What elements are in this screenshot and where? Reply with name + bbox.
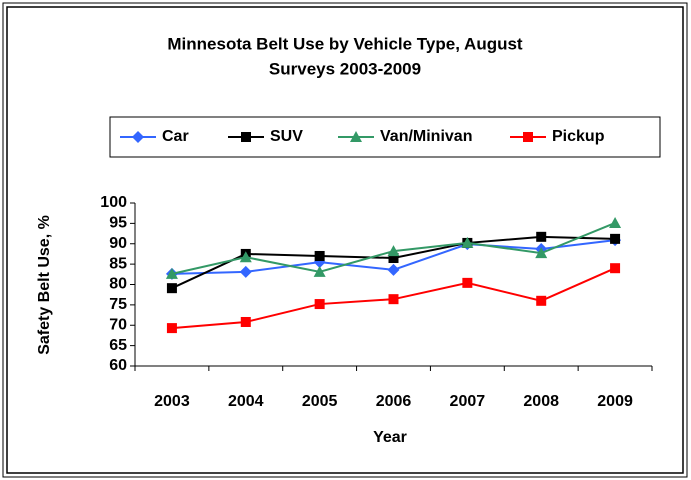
y-tick-label: 100	[100, 194, 127, 211]
data-point	[166, 283, 177, 294]
data-point	[240, 316, 251, 327]
legend-marker	[523, 132, 533, 142]
data-point	[387, 245, 400, 257]
x-axis-title: Year	[373, 429, 407, 446]
legend-label: Van/Minivan	[380, 128, 472, 145]
x-tick-label: 2006	[376, 393, 412, 410]
data-point	[461, 236, 474, 248]
legend-marker	[241, 132, 251, 142]
x-tick-label: 2004	[228, 393, 264, 410]
legend-label: Pickup	[552, 128, 605, 145]
data-point	[610, 233, 621, 244]
data-point	[388, 294, 399, 305]
data-point	[535, 247, 548, 259]
x-tick-label: 2003	[154, 393, 190, 410]
data-point	[387, 263, 400, 276]
data-point	[462, 277, 473, 288]
x-tick-label: 2005	[302, 393, 338, 410]
data-point	[314, 250, 325, 261]
x-tick-label: 2009	[597, 393, 633, 410]
data-point	[536, 231, 547, 242]
data-point	[239, 251, 252, 263]
y-tick-label: 95	[109, 215, 127, 232]
data-point	[239, 265, 252, 278]
chart-title: Minnesota Belt Use by Vehicle Type, Augu…	[167, 34, 523, 53]
legend-box	[109, 116, 661, 158]
y-tick-label: 85	[109, 255, 127, 272]
legend-label: SUV	[270, 128, 303, 145]
data-point	[388, 253, 399, 264]
chart-subtitle: Surveys 2003-2009	[269, 59, 421, 78]
y-tick-label: 65	[109, 337, 127, 354]
y-tick-label: 60	[109, 357, 127, 374]
data-point	[314, 299, 325, 310]
y-tick-label: 70	[109, 316, 127, 333]
data-point	[166, 323, 177, 334]
y-tick-label: 90	[109, 235, 127, 252]
data-point	[165, 267, 178, 279]
y-axis-title: Safety Belt Use, %	[36, 215, 53, 355]
data-point	[610, 263, 621, 274]
inner-border	[6, 6, 684, 474]
legend-label: Car	[162, 128, 189, 145]
y-tick-label: 75	[109, 296, 127, 313]
legend-marker	[132, 131, 144, 143]
data-point	[536, 295, 547, 306]
y-tick-label: 80	[109, 276, 127, 293]
x-tick-label: 2007	[450, 393, 486, 410]
x-tick-label: 2008	[523, 393, 559, 410]
legend-marker	[350, 131, 362, 142]
data-point	[609, 216, 622, 228]
data-point	[313, 265, 326, 277]
